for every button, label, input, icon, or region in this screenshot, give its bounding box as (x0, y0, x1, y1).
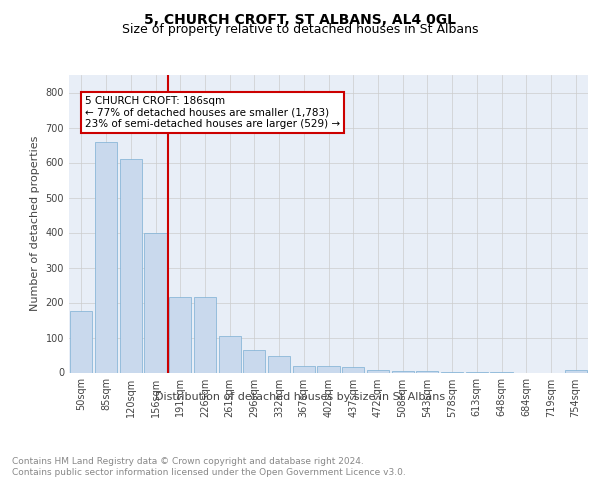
Y-axis label: Number of detached properties: Number of detached properties (30, 136, 40, 312)
Bar (565, 370, 587, 372)
Text: Size of property relative to detached houses in St Albans: Size of property relative to detached ho… (122, 22, 478, 36)
Text: 5, CHURCH CROFT, ST ALBANS, AL4 0GL: 5, CHURCH CROFT, ST ALBANS, AL4 0GL (144, 12, 456, 26)
Bar (145, 232, 167, 372)
Bar (119, 159, 142, 372)
Bar (342, 366, 364, 372)
Text: 5 CHURCH CROFT: 186sqm
← 77% of detached houses are smaller (1,783)
23% of semi-: 5 CHURCH CROFT: 186sqm ← 77% of detached… (85, 96, 340, 129)
Bar (218, 336, 241, 372)
Bar (70, 311, 92, 372)
Bar (293, 366, 315, 372)
Bar (367, 370, 389, 372)
Bar (194, 297, 216, 372)
Bar (317, 366, 340, 372)
Bar (268, 356, 290, 372)
Text: Contains HM Land Registry data © Crown copyright and database right 2024.
Contai: Contains HM Land Registry data © Crown c… (12, 458, 406, 477)
Text: Distribution of detached houses by size in St Albans: Distribution of detached houses by size … (155, 392, 445, 402)
Bar (392, 371, 414, 372)
Bar (95, 142, 117, 372)
Bar (169, 297, 191, 372)
Bar (243, 350, 265, 372)
